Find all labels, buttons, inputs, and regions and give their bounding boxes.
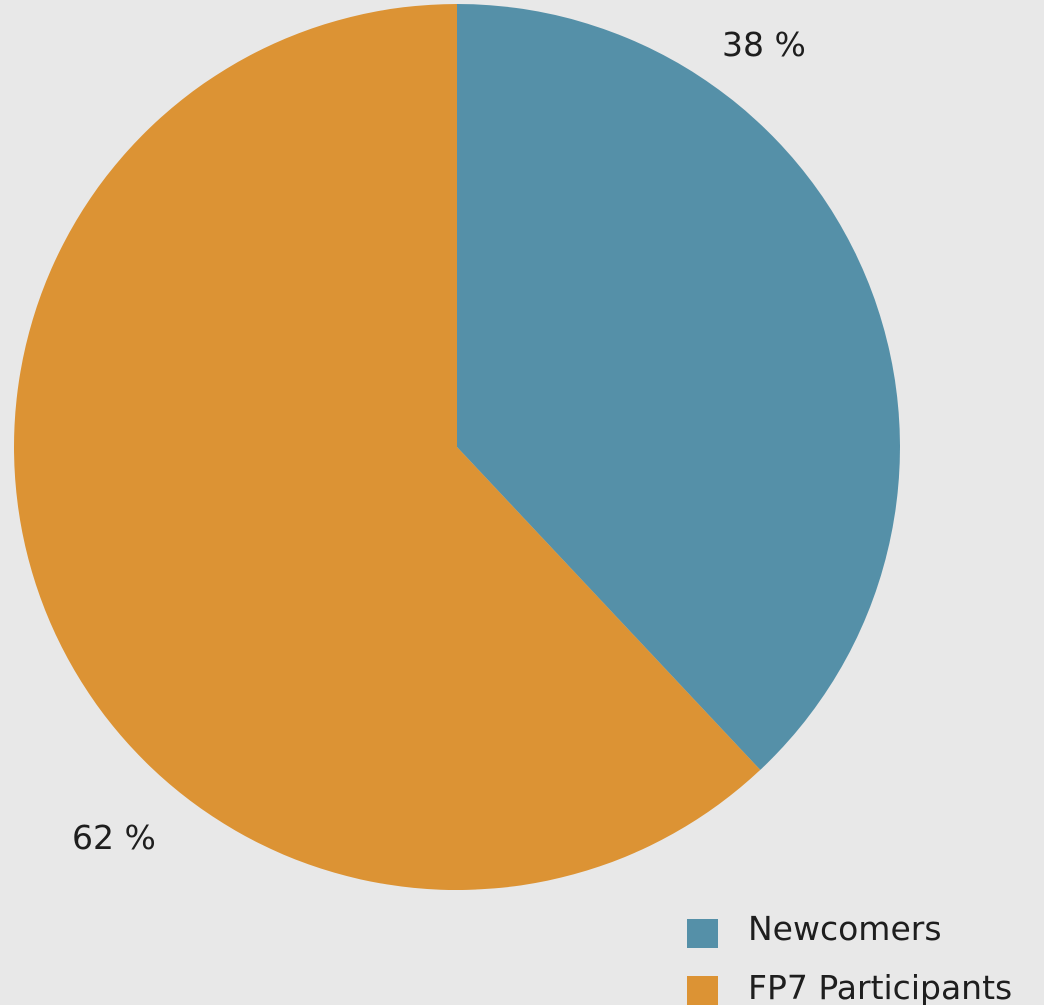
legend-item-newcomers: Newcomers (687, 909, 942, 948)
slice-labels: 38 % 62 % (72, 25, 806, 857)
legend-swatch-newcomers (687, 919, 718, 948)
pie-slice-newcomers (457, 4, 900, 770)
legend-swatch-fp7-participants (687, 976, 718, 1005)
legend-label-newcomers: Newcomers (748, 909, 942, 948)
pie-slices (14, 4, 900, 891)
legend-item-fp7-participants: FP7 Participants (687, 968, 1012, 1005)
slice-label-fp7-participants: 62 % (72, 818, 156, 857)
pie-slice-fp7-participants (14, 4, 761, 891)
legend-label-fp7-participants: FP7 Participants (748, 968, 1012, 1005)
legend: Newcomers FP7 Participants (687, 909, 1012, 1005)
slice-label-newcomers: 38 % (722, 25, 806, 64)
